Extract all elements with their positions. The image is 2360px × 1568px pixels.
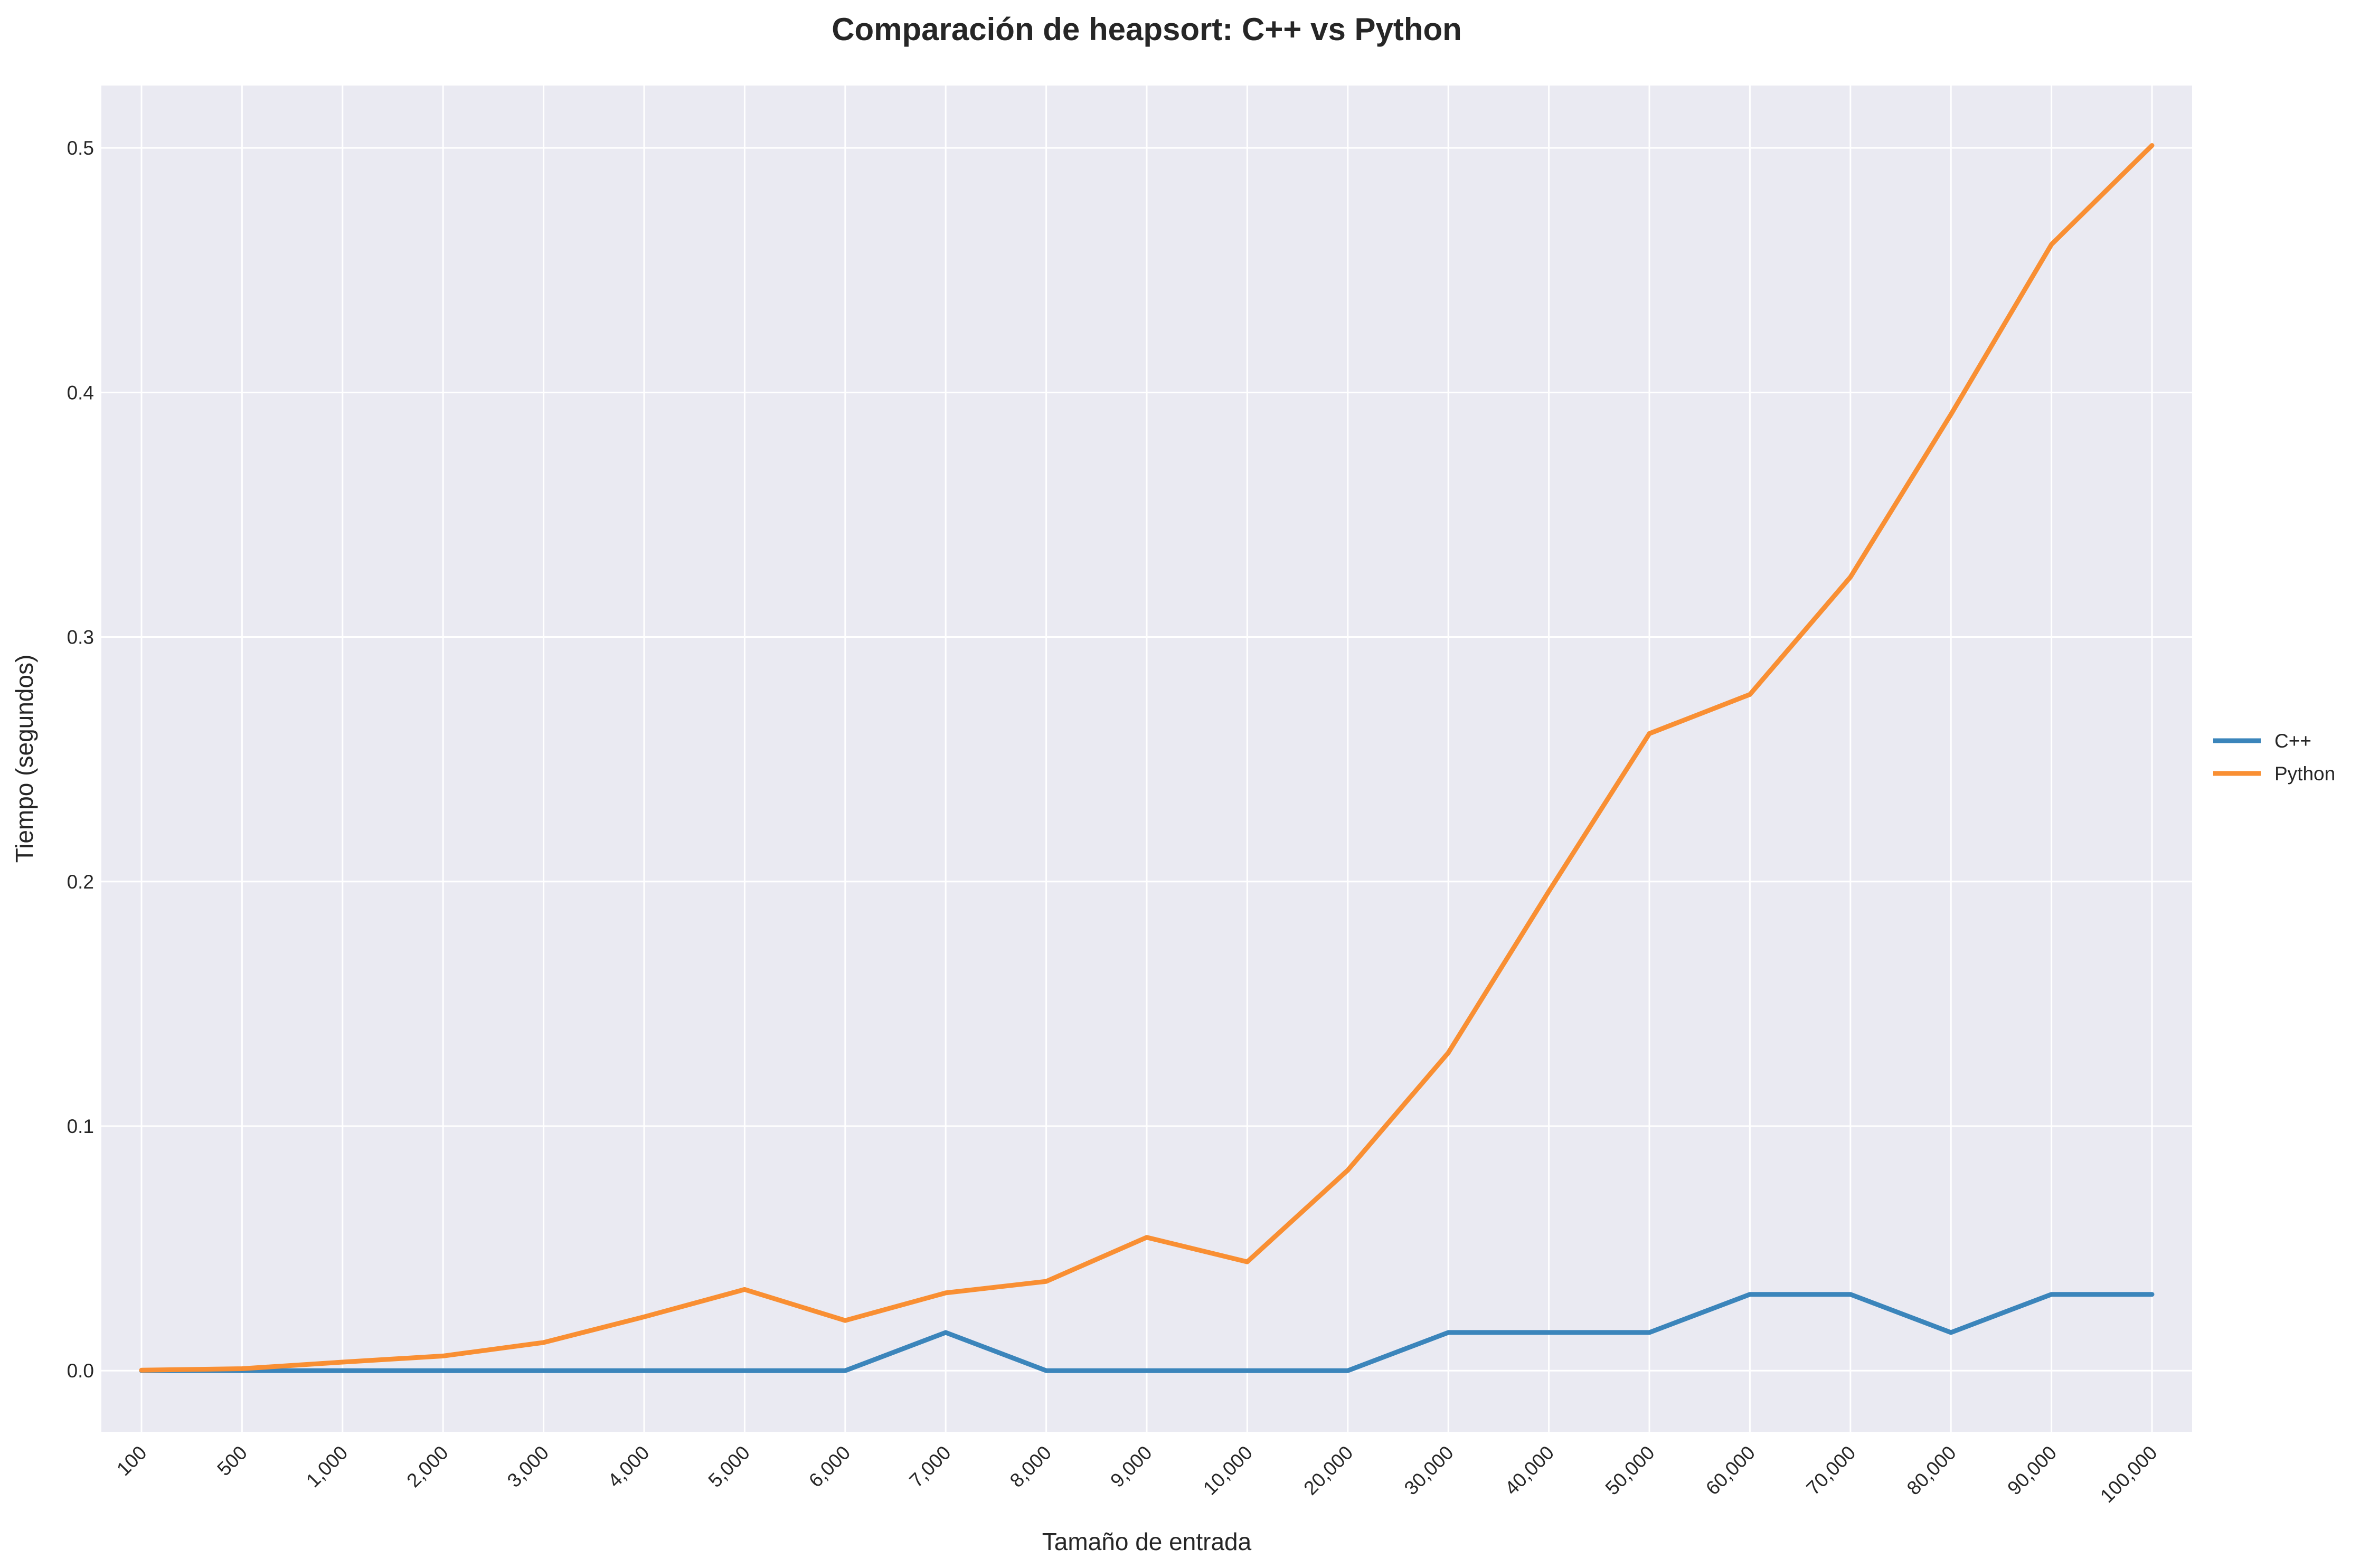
series-line-c — [139, 1292, 2155, 1373]
y-axis-label: Tiempo (segundos) — [11, 655, 38, 863]
series-lines — [139, 143, 2155, 1373]
legend-label: Python — [2274, 763, 2335, 785]
grid-lines — [101, 86, 2192, 1432]
y-tick-label: 0.5 — [67, 137, 94, 159]
y-tick-label: 0.2 — [67, 871, 94, 893]
legend: C++ Python — [2213, 730, 2335, 785]
series-line-python — [139, 143, 2155, 1373]
y-tick-label: 0.1 — [67, 1116, 94, 1137]
y-tick-label: 0.4 — [67, 382, 94, 403]
y-tick-label: 0.3 — [67, 627, 94, 648]
x-axis-label: Tamaño de entrada — [1042, 1528, 1252, 1555]
y-tick-labels: 0.0 0.1 0.2 0.3 0.4 0.5 — [67, 137, 94, 1382]
legend-label: C++ — [2274, 730, 2311, 752]
y-tick-label: 0.0 — [67, 1360, 94, 1382]
chart-title: Comparación de heapsort: C++ vs Python — [832, 12, 1462, 47]
